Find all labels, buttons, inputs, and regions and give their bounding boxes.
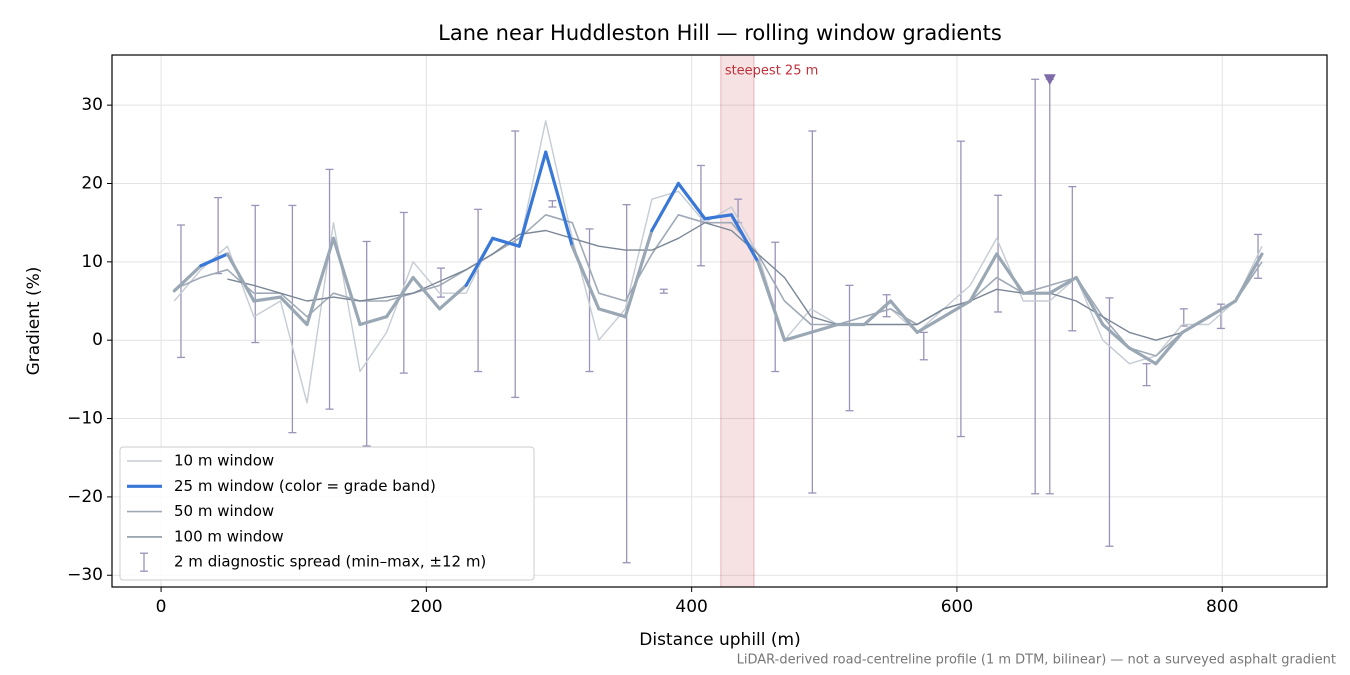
line-segment: [278, 295, 309, 327]
chart-title: Lane near Huddleston Hill — rolling wind…: [438, 21, 1002, 45]
line-segment: [331, 236, 362, 327]
line-segment: [623, 228, 654, 319]
line-segment: [199, 252, 229, 268]
line-segment: [1048, 275, 1078, 295]
legend: 10 m window 25 m window (color = grade ba…: [119, 446, 535, 581]
line-segment: [1154, 330, 1185, 366]
legend-label: 10 m window: [174, 452, 274, 470]
line-segment: [703, 213, 734, 221]
legend-label: 100 m window: [174, 527, 284, 545]
line-segment: [1127, 346, 1158, 366]
y-tick-label: −20: [67, 487, 103, 507]
line-segment: [995, 252, 1025, 295]
peak-marker: [1043, 74, 1056, 86]
y-tick-label: 0: [92, 330, 103, 350]
line-segment: [438, 283, 468, 311]
line-segment: [942, 299, 972, 319]
legend-label: 25 m window (color = grade band): [174, 477, 436, 495]
line-segment: [252, 295, 283, 303]
line-segment: [1180, 315, 1211, 334]
legend-label: 50 m window: [174, 502, 274, 520]
span-annotation: steepest 25 m: [725, 64, 818, 79]
line-segment: [464, 236, 495, 287]
y-tick-label: −10: [67, 409, 103, 429]
line-segment: [305, 236, 336, 327]
line-segment: [358, 315, 389, 327]
y-axis-label: Gradient (%): [24, 267, 44, 376]
line-segment: [172, 264, 203, 293]
line-segment: [782, 330, 813, 342]
line-segment: [650, 181, 680, 233]
legend-label: 2 m diagnostic spread (min–max, ±12 m): [174, 553, 486, 571]
line-segment: [517, 150, 548, 248]
x-tick-label: 600: [941, 597, 973, 617]
line-segment: [491, 236, 521, 248]
y-tick-label: 10: [81, 252, 103, 272]
y-tick-label: 20: [81, 173, 103, 193]
line-segment: [809, 322, 840, 334]
line-segment: [544, 150, 574, 248]
line-segment: [570, 244, 601, 311]
line-segment: [915, 315, 946, 334]
line-segment: [384, 275, 415, 319]
plot-frame: [111, 54, 1328, 588]
highlight-span: [720, 54, 755, 588]
line-segment: [889, 299, 919, 334]
x-tick-label: 800: [1206, 597, 1238, 617]
x-tick-label: 400: [675, 597, 707, 617]
line-segment: [756, 260, 787, 342]
x-axis-label: Distance uphill (m): [639, 630, 800, 650]
line-segment: [1074, 275, 1105, 327]
line-segment: [1207, 299, 1238, 319]
line-segment: [1101, 322, 1131, 350]
line-segment: [411, 275, 442, 311]
x-tick-label: 200: [410, 597, 442, 617]
line-segment: [1233, 252, 1264, 303]
line-segment: [676, 181, 707, 221]
footnote: LiDAR-derived road-centreline profile (1…: [737, 653, 1336, 668]
line-segment: [597, 307, 627, 319]
line-segment: [729, 213, 760, 264]
x-tick-label: 0: [156, 597, 167, 617]
line-segment: [862, 299, 893, 327]
legend-box: [119, 446, 535, 581]
line-segment: [225, 252, 256, 303]
line-segment: [968, 252, 999, 303]
y-tick-label: −30: [67, 565, 103, 585]
y-tick-label: 30: [81, 95, 103, 115]
